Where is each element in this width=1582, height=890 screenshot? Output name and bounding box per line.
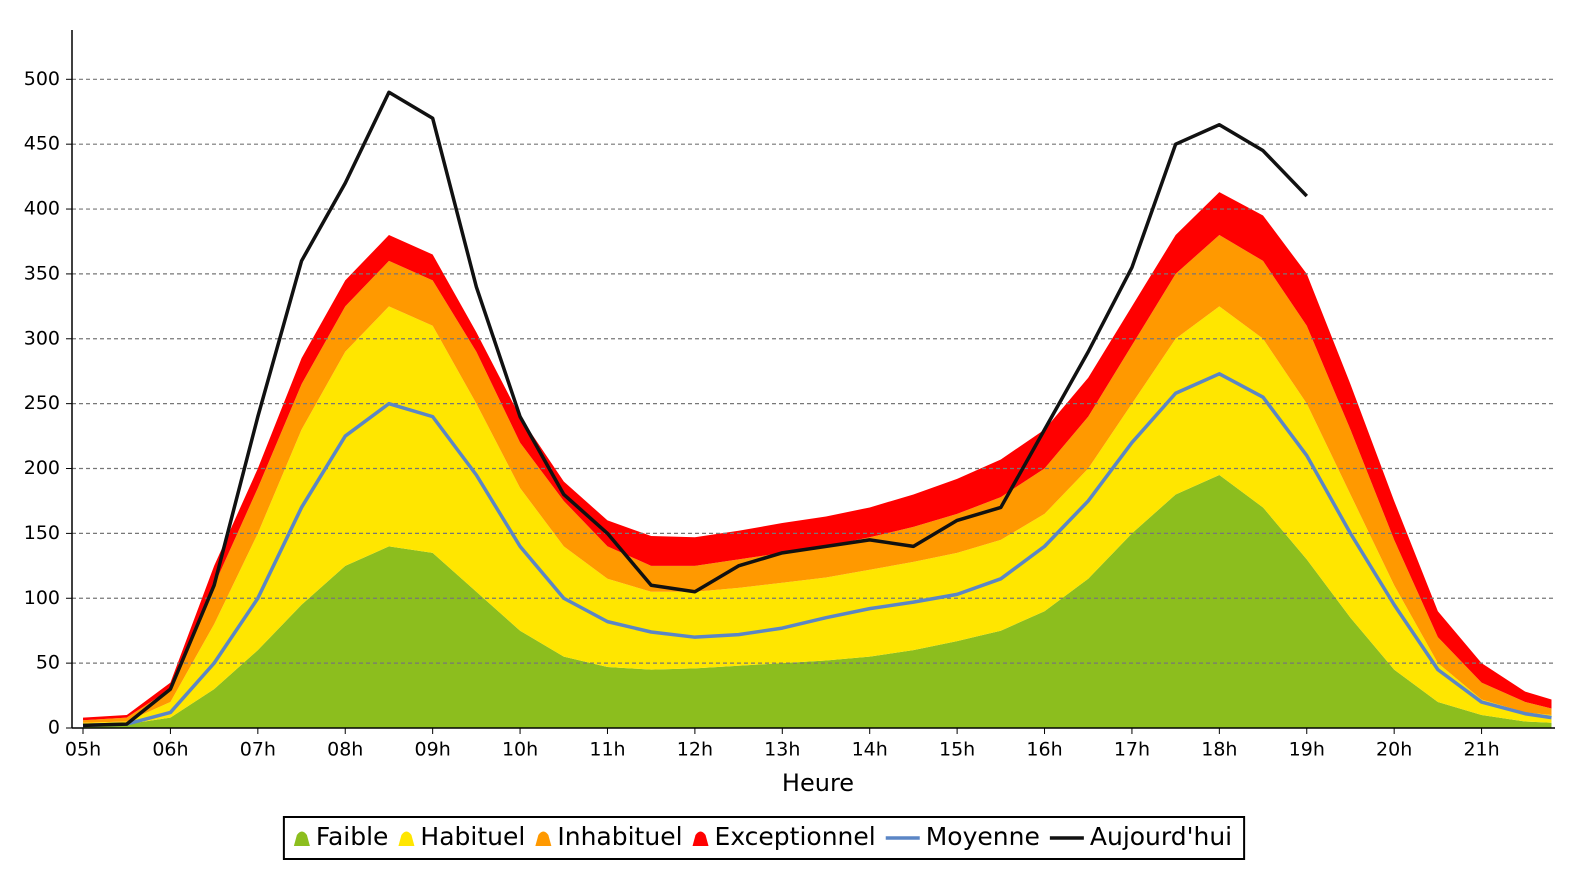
line xyxy=(82,372,1552,728)
legend-marker xyxy=(398,831,415,846)
y-tick-label: 150 xyxy=(24,522,60,544)
legend-label: Exceptionnel xyxy=(715,822,876,851)
y-tick-label: 0 xyxy=(48,717,60,739)
legend-box xyxy=(282,816,1246,860)
y-tick-label: 450 xyxy=(24,133,60,155)
x-tick-label: 18h xyxy=(1201,739,1237,761)
area xyxy=(83,475,1552,728)
x-tick-label: 09h xyxy=(415,739,451,761)
x-tick-label: 13h xyxy=(764,739,800,761)
x-tick-label: 16h xyxy=(1026,739,1062,761)
legend-label: Faible xyxy=(316,822,389,851)
legend: Faible Habituel Inhabituel Exceptionnel Moye… xyxy=(282,816,1246,860)
legend-label: Moyenne xyxy=(926,822,1040,851)
y-tick-label: 50 xyxy=(36,652,60,674)
y-tick-label: 250 xyxy=(24,392,60,414)
y-tick-label: 350 xyxy=(24,262,60,284)
x-tick-label: 20h xyxy=(1376,739,1412,761)
y-tick-label: 300 xyxy=(24,327,60,349)
y-tick-label: 200 xyxy=(24,457,60,479)
x-tick-label: 21h xyxy=(1463,739,1499,761)
x-tick-label: 19h xyxy=(1289,739,1325,761)
x-tick-label: 05h xyxy=(65,739,101,761)
y-tick-label: 400 xyxy=(24,198,60,220)
legend-marker xyxy=(293,831,310,846)
y-tick-label: 500 xyxy=(24,68,60,90)
area xyxy=(83,306,1552,726)
x-tick-label: 17h xyxy=(1114,739,1150,761)
x-tick-label: 10h xyxy=(502,739,538,761)
x-tick-label: 06h xyxy=(152,739,188,761)
legend-label: Habituel xyxy=(420,822,525,851)
legend-label: Aujourd'hui xyxy=(1090,822,1232,851)
legend-marker xyxy=(535,831,552,846)
x-tick-label: 08h xyxy=(327,739,363,761)
x-tick-label: 07h xyxy=(240,739,276,761)
x-tick-label: 12h xyxy=(677,739,713,761)
x-axis-label: Heure xyxy=(782,769,854,797)
legend-label: Inhabituel xyxy=(557,822,682,851)
areas xyxy=(83,192,1552,728)
line xyxy=(82,90,1309,728)
y-tick-label: 100 xyxy=(24,587,60,609)
x-tick-label: 14h xyxy=(852,739,888,761)
x-tick-label: 15h xyxy=(939,739,975,761)
x-tick-label: 11h xyxy=(589,739,625,761)
legend-marker xyxy=(692,831,709,846)
